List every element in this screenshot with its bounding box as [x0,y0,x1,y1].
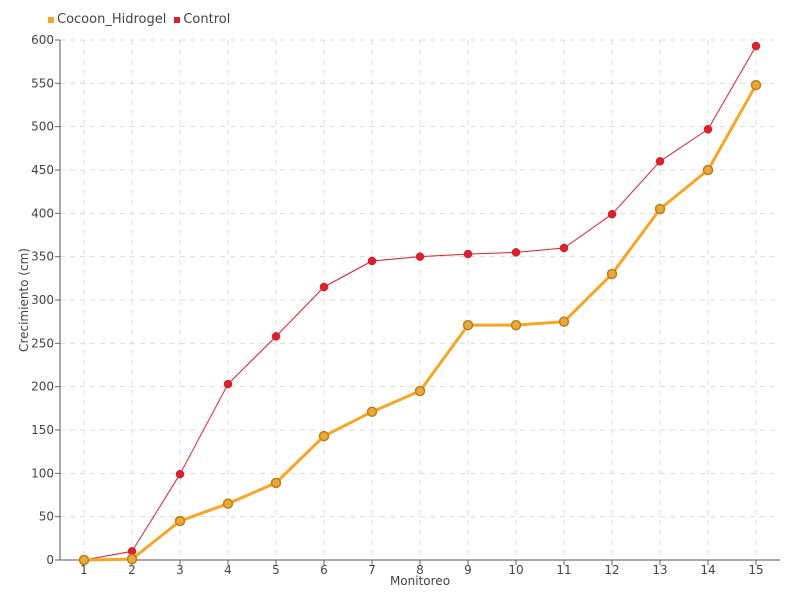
y-tick-label: 250 [31,336,54,350]
x-tick-label: 8 [416,563,424,577]
y-tick-label: 500 [31,120,54,134]
y-tick-label: 350 [31,250,54,264]
x-tick-label: 2 [128,563,136,577]
legend-label-control: Control [183,12,231,27]
legend-item-cocoon-hidrogel[interactable]: Cocoon_Hidrogel [48,12,166,27]
data-point[interactable] [223,379,233,389]
x-tick-label: 14 [700,563,715,577]
data-point[interactable] [319,282,329,292]
x-tick-label: 13 [652,563,667,577]
y-tick-label: 0 [46,553,54,567]
data-point[interactable] [750,79,762,91]
data-point[interactable] [222,498,234,509]
x-tick-label: 9 [464,563,472,577]
series-cocoon-hidrogel [78,79,762,566]
x-axis-title: Monitoreo [390,574,450,588]
legend: Cocoon_Hidrogel Control [48,12,230,27]
data-point[interactable] [415,252,425,261]
data-point[interactable] [367,256,377,266]
data-point[interactable] [510,319,522,331]
y-tick-label: 300 [31,293,54,307]
y-tick-label: 200 [31,380,54,394]
data-point[interactable] [559,243,569,253]
data-point[interactable] [174,515,186,527]
x-tick-label: 11 [556,563,571,577]
data-point[interactable] [463,249,473,259]
data-point[interactable] [702,164,714,176]
data-point[interactable] [414,385,426,397]
data-point[interactable] [655,157,665,166]
y-axis-title: Crecimiento (cm) [17,248,31,352]
data-point[interactable] [751,41,761,51]
x-tick-label: 7 [368,563,376,577]
data-point[interactable] [462,319,474,331]
series-layer [78,41,762,566]
x-tick-label: 10 [508,563,523,577]
y-tick-label: 550 [31,76,54,90]
data-point[interactable] [78,554,90,566]
x-tick-label: 3 [176,563,184,577]
data-point[interactable] [270,477,282,489]
y-tick-label: 600 [31,33,54,47]
data-point[interactable] [606,268,618,280]
data-point[interactable] [366,406,378,418]
data-point[interactable] [318,430,330,442]
legend-swatch-control [174,16,181,23]
x-tick-label: 1 [80,563,88,577]
y-tick-label: 50 [39,510,54,524]
y-tick-label: 400 [31,206,54,220]
data-point[interactable] [558,316,570,327]
data-point[interactable] [654,203,666,215]
data-point[interactable] [271,332,281,341]
x-tick-label: 6 [320,563,328,577]
y-tick-label: 450 [31,163,54,177]
grid-lines [60,39,780,560]
y-tick-label: 100 [31,466,54,480]
x-tick-label: 12 [604,563,619,577]
y-tick-label: 150 [31,423,54,437]
data-point[interactable] [511,248,521,257]
x-tick-label: 5 [272,563,280,577]
data-point[interactable] [126,553,138,565]
data-point[interactable] [175,469,185,479]
data-point[interactable] [607,209,617,219]
legend-swatch-cocoon-hidrogel [48,16,54,23]
legend-label-cocoon-hidrogel: Cocoon_Hidrogel [57,12,167,27]
data-point[interactable] [703,125,713,134]
legend-item-control[interactable]: Control [174,12,230,27]
x-tick-label: 15 [748,563,763,577]
x-tick-label: 4 [224,563,232,577]
